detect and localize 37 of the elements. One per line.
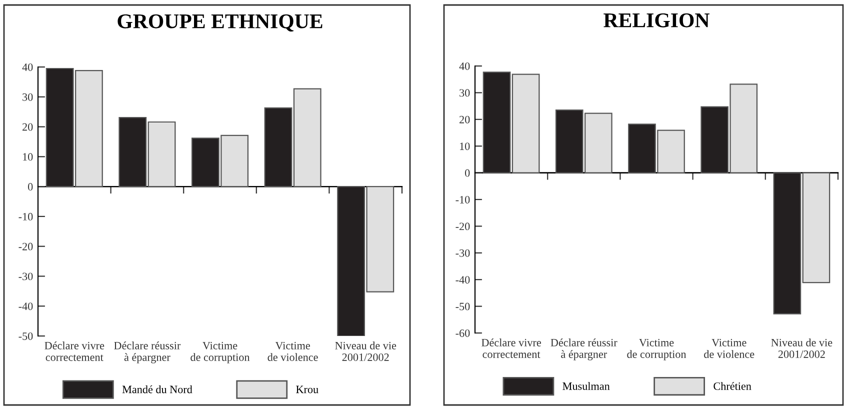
y-tick-label: -10: [18, 212, 33, 220]
x-tick-label: Victime de corruption: [627, 338, 686, 360]
legend-label: Krou: [296, 386, 318, 394]
chart-title: GROUPE ETHNIQUE: [118, 14, 322, 32]
x-tick-label: Déclare réussir à épargner: [550, 338, 618, 360]
y-tick-label: 30: [460, 89, 470, 97]
x-tick-label: Déclare réussir à épargner: [114, 342, 181, 364]
y-tick-label: 0: [28, 183, 33, 191]
y-tick-label: 10: [460, 142, 470, 150]
x-tick-label: Niveau de vie 2001/2002: [335, 342, 396, 361]
legend-label: Chrétien: [714, 382, 752, 390]
y-tick-label: 30: [22, 93, 33, 101]
y-tick-label: -50: [18, 332, 33, 340]
y-tick-label: 20: [460, 116, 470, 124]
x-tick-label: Déclare vivre correctement: [44, 342, 104, 361]
x-tick-label: Victime de violence: [268, 342, 318, 361]
legend-label: Mandé du Nord: [122, 385, 192, 394]
y-tick-label: 10: [23, 153, 33, 161]
chart-title: RELIGION: [604, 13, 710, 28]
y-tick-label: -20: [18, 242, 33, 250]
y-tick-label: 40: [22, 63, 33, 71]
x-tick-label: Niveau de vie 2001/2002: [771, 338, 832, 358]
y-tick-label: -20: [456, 222, 470, 230]
y-tick-label: -40: [18, 302, 33, 310]
y-tick-label: -30: [18, 272, 33, 280]
x-tick-label: Déclare vivre correctement: [482, 338, 541, 358]
y-tick-label: -50: [456, 302, 470, 310]
y-tick-label: 40: [459, 62, 470, 70]
y-tick-label: -30: [456, 249, 470, 257]
legend-label: Musulman: [562, 382, 610, 390]
x-tick-label: Victime de corruption: [190, 342, 250, 364]
y-tick-label: 0: [465, 169, 470, 177]
y-tick-label: 20: [22, 123, 33, 131]
x-tick-label: Victime de violence: [704, 338, 754, 358]
y-tick-label: -60: [456, 329, 470, 337]
y-tick-label: -10: [456, 196, 470, 204]
y-tick-label: -40: [456, 276, 470, 284]
